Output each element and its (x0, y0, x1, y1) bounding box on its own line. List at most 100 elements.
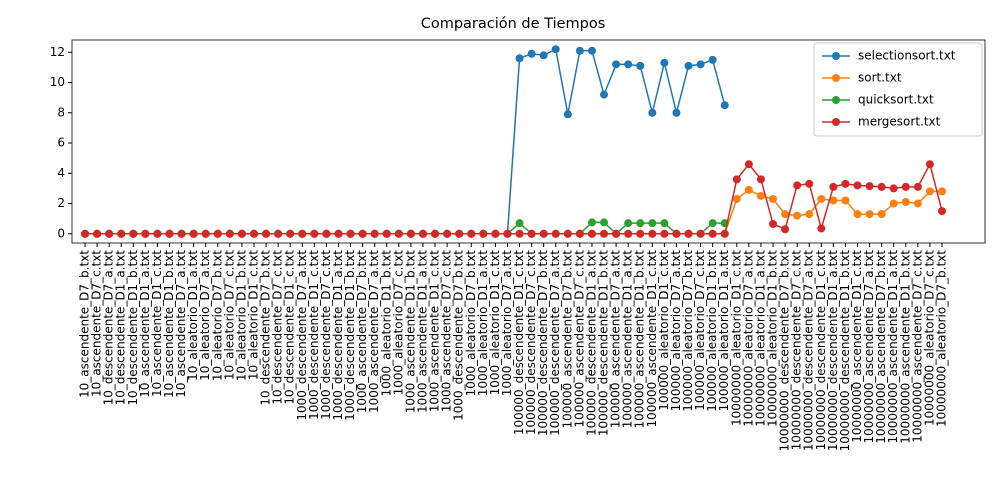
x-tick-label: 10000000_ascendente_D1_c.txt (850, 250, 864, 443)
data-point (925, 160, 934, 169)
x-tick-label: 100000_descendente_D1_a.txt (584, 250, 598, 436)
data-point (853, 181, 862, 190)
data-point (382, 229, 391, 238)
data-point (781, 210, 790, 219)
x-tick-label: 100000_ascendente_D1_a.txt (621, 250, 635, 429)
x-tick-label: 100000_aleatorio_D7_b.txt (681, 250, 695, 412)
data-point (274, 229, 283, 238)
x-tick-label: 100000_descendente_D1_c.txt (512, 250, 526, 435)
data-point (624, 219, 633, 228)
legend-marker (832, 96, 840, 104)
data-point (141, 229, 150, 238)
data-point (889, 184, 898, 193)
data-point (346, 229, 355, 238)
data-point (93, 229, 102, 238)
x-tick-label: 10_ascendente_D7_a.txt (174, 250, 188, 398)
data-point (648, 108, 657, 117)
data-point (225, 229, 234, 238)
data-point (612, 60, 621, 69)
data-point (648, 219, 657, 228)
x-tick-label: 10000000_ascendente_D1_b.txt (898, 250, 912, 444)
data-point (431, 229, 440, 238)
x-tick-label: 1000_descendente_D7_a.txt (295, 250, 309, 421)
data-point (696, 229, 705, 238)
x-tick-label: 10_descendente_D7_c.txt (271, 250, 285, 405)
data-point (515, 229, 524, 238)
data-point (624, 60, 633, 69)
x-tick-label: 10000000_ascendente_D7_b.txt (874, 250, 888, 444)
x-tick-label: 10000000_descendente_D7_a.txt (802, 250, 816, 451)
x-tick-label: 100000_aleatorio_D7_c.txt (693, 250, 707, 411)
data-point (636, 229, 645, 238)
x-tick-label: 1000_ascendente_D7_c.txt (440, 250, 454, 413)
data-point (877, 210, 886, 219)
x-tick-label: 1000_aleatorio_D1_c.txt (488, 250, 502, 396)
x-tick-label: 10_descendente_D1_c.txt (283, 250, 297, 405)
x-tick-label: 100000_aleatorio_D1_c.txt (657, 250, 671, 411)
data-point (684, 229, 693, 238)
data-point (636, 219, 645, 228)
data-point (539, 51, 548, 60)
x-tick-label: 10000000_aleatorio_D1_c.txt (729, 250, 743, 426)
data-point (817, 194, 826, 203)
data-point (213, 229, 222, 238)
y-tick-label: 4 (57, 166, 65, 180)
data-point (672, 229, 681, 238)
x-tick-label: 1000_descendente_D1_c.txt (307, 250, 321, 420)
data-point (455, 229, 464, 238)
x-tick-label: 10_aleatorio_D1_b.txt (234, 250, 248, 381)
data-point (672, 108, 681, 117)
x-tick-label: 10_descendente_D7_a.txt (102, 250, 116, 406)
x-tick-label: 10000000_descendente_D7_b.txt (778, 250, 792, 452)
data-point (793, 181, 802, 190)
data-point (889, 199, 898, 208)
data-point (443, 229, 452, 238)
data-point (901, 198, 910, 207)
x-tick-label: 1000_ascendente_D7_b.txt (355, 250, 369, 414)
x-tick-label: 10_aleatorio_D7_b.txt (210, 250, 224, 381)
data-point (479, 229, 488, 238)
data-point (81, 229, 89, 238)
x-tick-label: 1000_descendente_D7_b.txt (452, 250, 466, 421)
data-point (744, 160, 753, 169)
data-point (334, 229, 343, 238)
x-tick-label: 10000000_ascendente_D1_a.txt (886, 250, 900, 444)
x-tick-label: 1000_ascendente_D1_b.txt (403, 250, 417, 414)
x-tick-label: 10000000_aleatorio_D7_b.txt (935, 250, 949, 427)
data-point (467, 229, 476, 238)
data-point (805, 179, 814, 188)
data-point (575, 46, 584, 55)
data-point (829, 182, 838, 191)
x-tick-label: 1000_aleatorio_D1_a.txt (476, 250, 490, 396)
data-point (587, 46, 596, 55)
x-tick-label: 1000_descendente_D1_b.txt (343, 250, 357, 421)
data-point (587, 229, 596, 238)
x-tick-label: 1000_descendente_D7_c.txt (319, 250, 333, 420)
x-tick-label: 10000000_aleatorio_D1_a.txt (753, 250, 767, 427)
data-point (865, 210, 874, 219)
chart-title: Comparación de Tiempos (421, 16, 606, 32)
x-tick-label: 10_ascendente_D1_c.txt (150, 250, 164, 397)
data-point (105, 229, 114, 238)
x-tick-label: 1000_descendente_D1_a.txt (331, 250, 345, 421)
data-point (358, 229, 367, 238)
x-tick-label: 100000_descendente_D1_b.txt (597, 250, 611, 436)
x-tick-label: 10_ascendente_D7_b.txt (78, 250, 92, 398)
data-point (817, 224, 826, 233)
x-tick-label: 100000_descendente_D7_a.txt (548, 250, 562, 436)
data-point (805, 210, 814, 219)
data-point (744, 185, 753, 194)
y-tick-label: 10 (50, 75, 65, 89)
data-point (503, 229, 512, 238)
x-tick-label: 1000_ascendente_D1_a.txt (415, 250, 429, 413)
data-point (418, 229, 427, 238)
data-point (539, 229, 548, 238)
data-point (732, 194, 741, 203)
x-tick-label: 10000000_descendente_D1_c.txt (814, 250, 828, 451)
data-point (249, 229, 258, 238)
data-point (527, 229, 536, 238)
data-point (177, 229, 186, 238)
x-tick-label: 100000_ascendente_D1_c.txt (645, 250, 659, 428)
x-tick-label: 10_ascendente_D1_b.txt (162, 250, 176, 398)
